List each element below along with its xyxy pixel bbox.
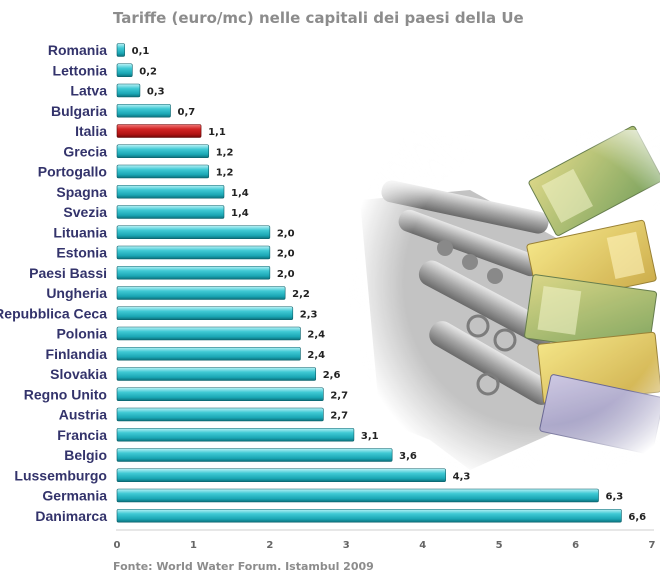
bar-regno-unito <box>116 387 324 402</box>
category-label: Italia <box>75 123 107 139</box>
bar-series <box>116 43 622 523</box>
category-label: Grecia <box>63 143 107 159</box>
value-label: 0,2 <box>139 66 157 77</box>
value-label: 6,3 <box>606 492 624 503</box>
value-label: 0,1 <box>132 46 150 57</box>
bar-germania <box>116 488 599 503</box>
value-label: 1,2 <box>216 147 234 158</box>
bar-spagna <box>116 184 225 199</box>
category-label: Latva <box>70 83 107 99</box>
value-label: 2,0 <box>277 228 295 239</box>
category-label: Austria <box>59 407 107 423</box>
x-tick-label: 2 <box>266 540 273 551</box>
x-tick-label: 7 <box>649 540 656 551</box>
category-label: Spagna <box>56 184 107 200</box>
value-label: 2,2 <box>292 289 310 300</box>
value-label: 6,6 <box>628 512 646 523</box>
value-label: 4,3 <box>453 471 471 482</box>
plot-area: Romania Lettonia Latva Bulgaria Italia Grecia… <box>0 42 656 551</box>
value-label: 2,7 <box>330 390 348 401</box>
category-label: Estonia <box>56 245 107 261</box>
chart-title: Tariffe (euro/mc) nelle capitali dei pae… <box>113 9 524 27</box>
bar-estonia <box>116 245 271 260</box>
bar-slovakia <box>116 367 317 381</box>
bar-repubblica-ceca <box>116 306 294 321</box>
category-label: Portogallo <box>38 164 107 180</box>
x-tick-label: 6 <box>572 540 579 551</box>
x-tick-label: 4 <box>419 540 426 551</box>
category-label: Germania <box>42 488 107 504</box>
value-label: 2,0 <box>277 249 295 260</box>
category-label: Finlandia <box>46 346 108 362</box>
bar-danimarca <box>116 508 622 523</box>
bar-lettonia <box>116 63 133 78</box>
value-label: 0,3 <box>147 87 165 98</box>
category-label: Repubblica Ceca <box>0 305 107 321</box>
category-label: Belgio <box>64 447 107 463</box>
category-label: Paesi Bassi <box>29 265 107 281</box>
value-label: 1,2 <box>216 168 234 179</box>
category-label: Regno Unito <box>24 386 107 402</box>
bar-paesi-bassi <box>116 265 271 280</box>
bar-portogallo <box>116 164 210 179</box>
category-label: Danimarca <box>35 508 107 524</box>
bar-lituania <box>116 225 271 240</box>
value-label: 1,4 <box>231 188 249 199</box>
pipes-and-banknotes-illustration <box>340 125 660 470</box>
bar-grecia <box>116 144 210 159</box>
bar-italia <box>116 124 202 138</box>
value-label: 1,1 <box>208 127 226 138</box>
bar-francia <box>116 427 355 442</box>
bar-ungheria <box>116 286 286 300</box>
bar-austria <box>116 407 324 422</box>
x-tick-label: 0 <box>114 540 121 551</box>
value-label: 2,7 <box>330 411 348 422</box>
bar-bulgaria <box>116 103 171 118</box>
source-note: Fonte: World Water Forum. Istambul 2009 <box>113 560 374 573</box>
value-label: 1,4 <box>231 208 249 219</box>
category-label: Bulgaria <box>51 103 107 119</box>
category-label: Svezia <box>63 204 107 220</box>
category-labels: Romania Lettonia Latva Bulgaria Italia Grecia… <box>0 42 107 524</box>
bar-romania <box>116 43 125 57</box>
category-label: Lussemburgo <box>14 467 107 483</box>
bar-polonia <box>116 326 301 341</box>
value-label: 3,6 <box>399 451 417 462</box>
value-label: 3,1 <box>361 431 379 442</box>
value-label: 2,3 <box>300 309 318 320</box>
bar-latva <box>116 83 141 98</box>
bar-lussemburgo <box>116 468 446 483</box>
x-tick-label: 3 <box>343 540 350 551</box>
value-labels: 0,1 0,2 0,3 0,7 1,1 1,2 1,2 1,4 1,4 2,0 2,0 2,0 2,2 2… <box>132 46 647 523</box>
value-label: 2,4 <box>307 330 325 341</box>
value-label: 0,7 <box>178 107 196 118</box>
x-tick-label: 5 <box>496 540 503 551</box>
category-label: Slovakia <box>50 366 107 382</box>
value-label: 2,6 <box>323 370 341 381</box>
bar-belgio <box>116 448 393 462</box>
value-label: 2,0 <box>277 269 295 280</box>
category-label: Polonia <box>56 326 107 342</box>
category-label: Francia <box>57 427 107 443</box>
category-label: Lettonia <box>53 62 108 78</box>
category-label: Romania <box>48 42 107 58</box>
bar-finlandia <box>116 346 301 361</box>
category-label: Lituania <box>53 224 107 240</box>
category-label: Ungheria <box>46 285 107 301</box>
x-axis-ticks: 0 1 2 3 4 5 6 7 <box>114 540 656 551</box>
x-tick-label: 1 <box>190 540 197 551</box>
value-label: 2,4 <box>307 350 325 361</box>
bar-svezia <box>116 205 225 219</box>
